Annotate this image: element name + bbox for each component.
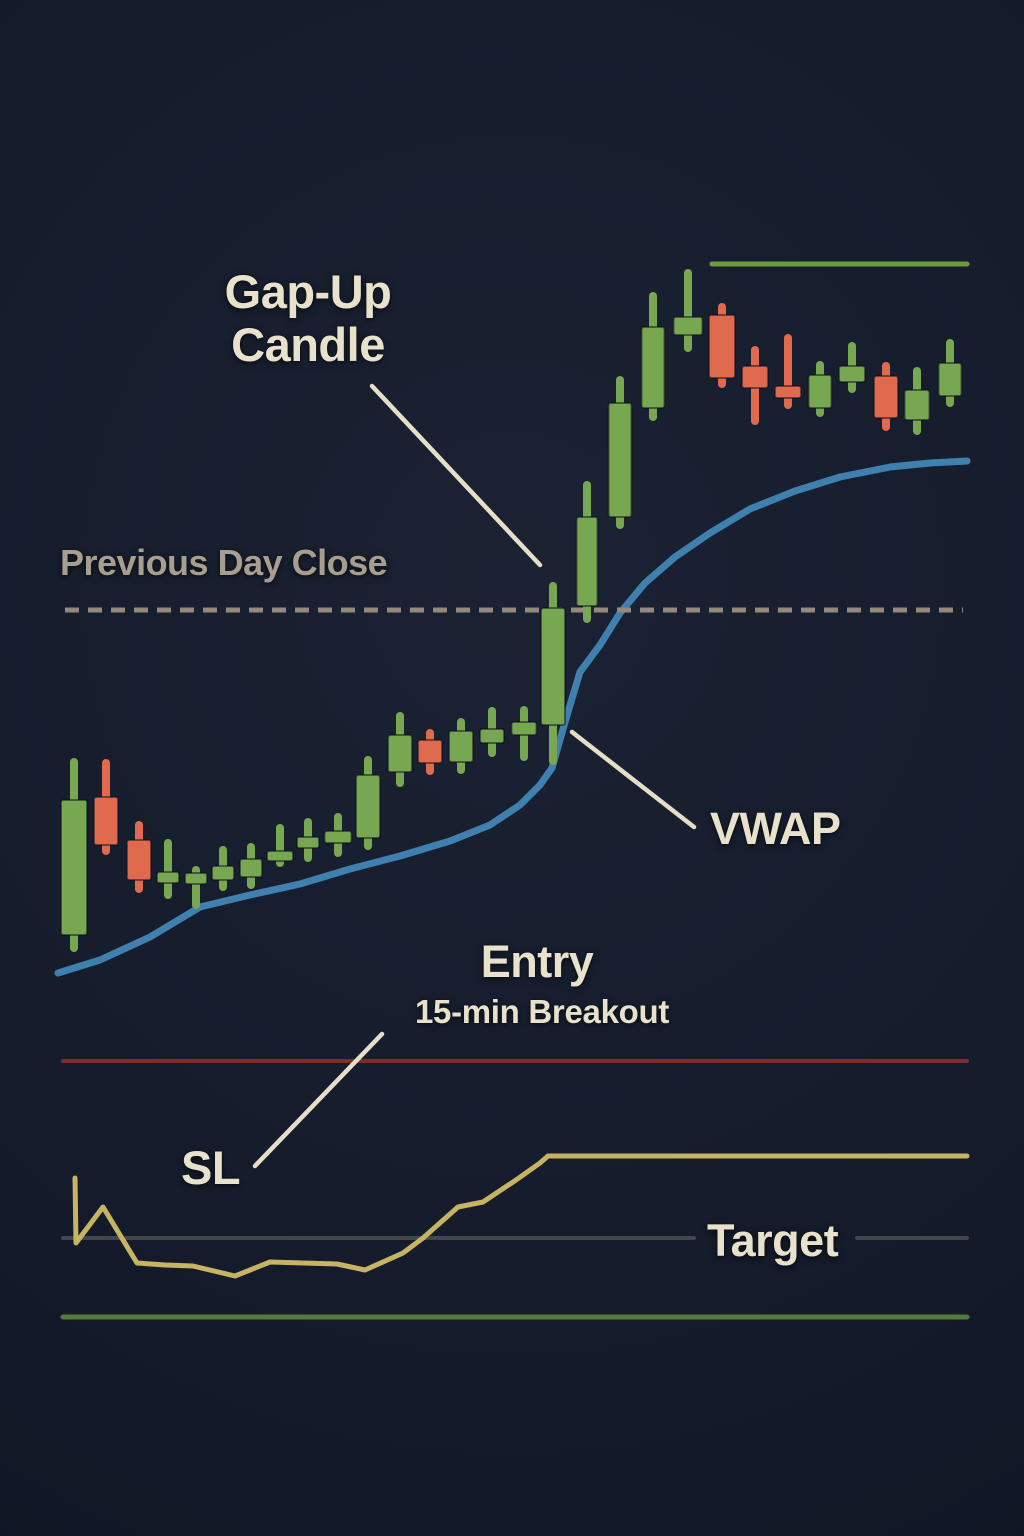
stop-loss-label: SL [181,1141,241,1194]
candle-body-up [60,799,88,936]
vwap-label: VWAP [710,803,841,854]
candle-body-up [510,721,538,736]
candle-body-up [807,374,833,409]
candle-body-down [774,385,802,399]
candle-body-up [607,402,633,518]
candle-body-down [93,796,119,846]
entry-sublabel: 15-min Breakout [414,993,670,1030]
candle-body-down [708,314,736,379]
candle-body-down [741,365,769,389]
candle-body-up [640,326,666,409]
candle-body-up [266,850,294,862]
candle-body-up [211,865,235,881]
entry-sl-callout-line [252,1031,385,1169]
vwap-callout-line [569,729,697,830]
candle-body-up [575,516,599,607]
candle-body-up [239,858,263,878]
candle-body-up [387,734,413,773]
gap-up-candle-label: Gap-Up Candle [224,265,392,371]
candle-body-up [838,365,866,383]
candle-body-up [479,728,505,744]
candle-body-up [184,872,208,885]
candle-body-up [355,774,381,839]
candle-body-up [903,389,931,421]
candle-body-up [296,836,320,849]
candle-body-up [156,871,180,884]
candle-body-up [937,362,963,397]
vwap-line [54,457,971,977]
candle-body-up [672,316,704,336]
candle-body-up [323,830,353,844]
previous-day-close-label: Previous Day Close [60,542,388,583]
candle-body-down [126,839,152,881]
candle-body-down [873,375,899,419]
candle-body-up [540,607,566,726]
gap-up-callout-line [369,383,543,568]
candle-body-up [448,730,474,763]
entry-label: Entry [480,936,594,987]
candle-body-down [417,739,443,764]
target-label: Target [707,1215,839,1266]
price-path-line [72,1153,970,1279]
